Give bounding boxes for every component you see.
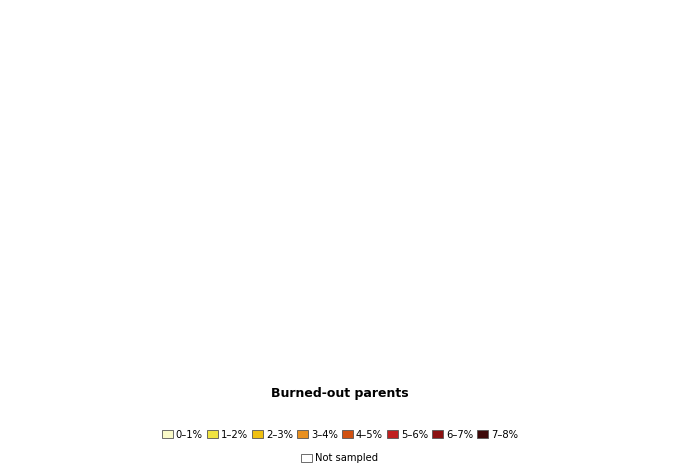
- Text: Burned-out parents: Burned-out parents: [271, 387, 409, 400]
- Legend: 0–1%, 1–2%, 2–3%, 3–4%, 4–5%, 5–6%, 6–7%, 7–8%: 0–1%, 1–2%, 2–3%, 3–4%, 4–5%, 5–6%, 6–7%…: [162, 429, 518, 439]
- Legend: Not sampled: Not sampled: [301, 453, 379, 463]
